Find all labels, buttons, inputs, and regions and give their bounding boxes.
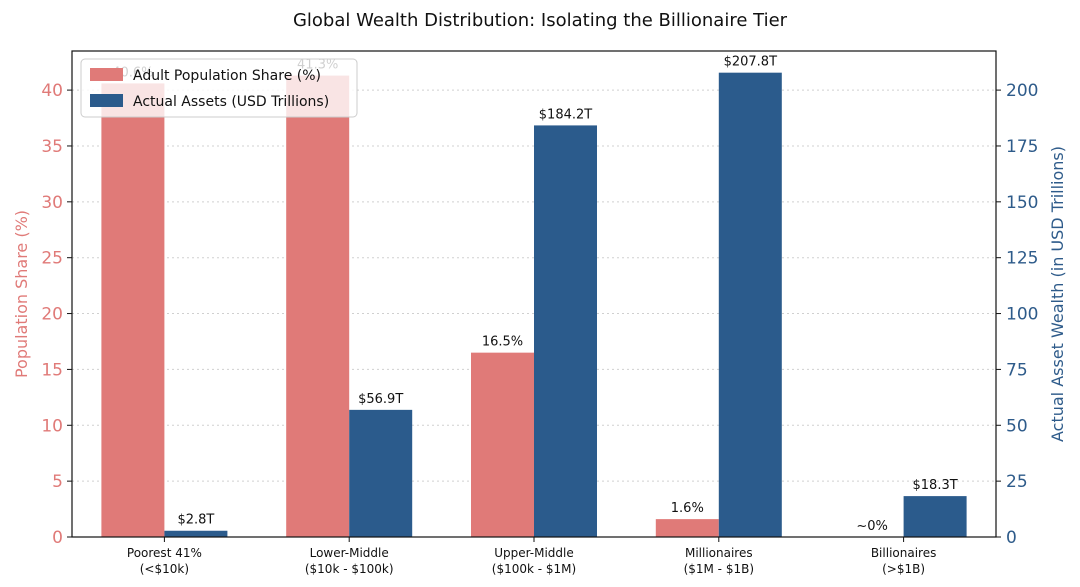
bar-assets — [903, 496, 967, 537]
bar-population — [471, 352, 534, 537]
ytick-label-left: 10 — [41, 416, 63, 436]
bar-assets — [718, 72, 782, 537]
ytick-label-left: 15 — [41, 360, 63, 380]
ytick-label-right: 200 — [1006, 81, 1038, 101]
bar-assets — [534, 125, 597, 538]
ytick-label-left: 20 — [41, 305, 63, 325]
ytick-label-left: 5 — [52, 472, 63, 492]
xtick-label: Millionaires — [685, 546, 753, 560]
data-label-population: 1.6% — [671, 501, 704, 516]
data-label-population: ~0% — [856, 519, 888, 534]
legend-box — [80, 58, 358, 118]
ytick-label-left: 40 — [41, 81, 63, 101]
ytick-label-right: 100 — [1006, 305, 1038, 325]
legend-swatch-population — [90, 68, 123, 81]
ytick-label-right: 150 — [1006, 193, 1038, 213]
data-label-population: 16.5% — [482, 335, 523, 350]
ytick-label-left: 0 — [52, 528, 63, 548]
xtick-label-sub: ($1M - $1B) — [684, 562, 754, 576]
ytick-label-right: 175 — [1006, 137, 1038, 157]
bar-assets — [164, 530, 228, 537]
data-label-assets: $18.3T — [913, 478, 958, 493]
ytick-label-right: 75 — [1006, 360, 1028, 380]
bar-population — [655, 519, 719, 537]
xtick-label: Upper-Middle — [494, 546, 574, 560]
bar-population — [101, 83, 165, 538]
ytick-label-left: 25 — [41, 249, 63, 269]
ytick-label-right: 125 — [1006, 249, 1038, 269]
data-label-assets: $2.8T — [177, 513, 214, 528]
ytick-label-right: 0 — [1006, 528, 1017, 548]
ytick-label-right: 50 — [1006, 416, 1028, 436]
data-label-assets: $207.8T — [724, 55, 777, 70]
bar-population — [286, 75, 350, 537]
legend-label-assets: Actual Assets (USD Trillions) — [133, 94, 329, 110]
y-axis-label-left: Population Share (%) — [12, 210, 31, 378]
legend-swatch-assets — [90, 94, 123, 107]
xtick-label: Lower-Middle — [310, 546, 389, 560]
xtick-label: Billionaires — [871, 546, 937, 560]
xtick-label-sub: ($100k - $1M) — [492, 562, 576, 576]
y-axis-label-right: Actual Asset Wealth (in USD Trillions) — [1048, 146, 1067, 442]
ytick-label-left: 30 — [41, 193, 63, 213]
ytick-label-left: 35 — [41, 137, 63, 157]
xtick-label-sub: ($10k - $100k) — [305, 562, 394, 576]
data-label-assets: $56.9T — [358, 392, 403, 407]
xtick-label-sub: (>$1B) — [882, 562, 925, 576]
ytick-label-right: 25 — [1006, 472, 1028, 492]
legend-label-population: Adult Population Share (%) — [133, 68, 321, 84]
xtick-label-sub: (<$10k) — [140, 562, 189, 576]
data-label-assets: $184.2T — [539, 107, 592, 122]
chart-title: Global Wealth Distribution: Isolating th… — [293, 10, 788, 31]
xtick-label: Poorest 41% — [127, 546, 202, 560]
bar-assets — [349, 409, 413, 537]
